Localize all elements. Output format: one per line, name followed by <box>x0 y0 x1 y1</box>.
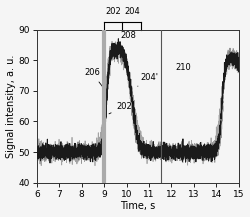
Text: 204': 204' <box>138 72 158 86</box>
Text: 202': 202' <box>109 102 134 114</box>
X-axis label: Time, s: Time, s <box>120 201 155 211</box>
Text: 206: 206 <box>84 68 103 87</box>
Text: 202: 202 <box>106 7 121 16</box>
Text: 208: 208 <box>120 31 136 40</box>
Text: 204: 204 <box>124 7 140 16</box>
Y-axis label: Signal intensity, a. u.: Signal intensity, a. u. <box>6 54 16 158</box>
Text: 210: 210 <box>176 63 192 72</box>
